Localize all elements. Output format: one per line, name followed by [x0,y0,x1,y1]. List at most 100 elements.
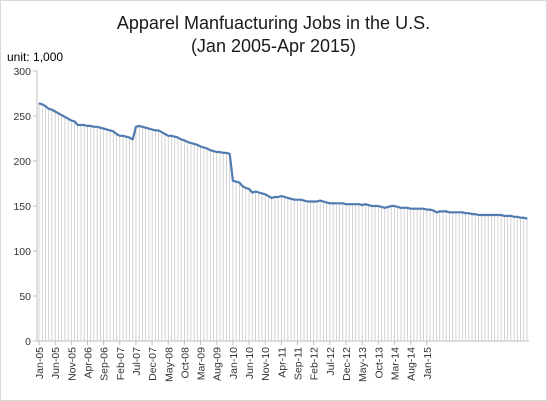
data-point [115,133,118,135]
data-point [261,192,263,194]
data-point [464,212,467,214]
y-axis-ticks: 0 50 100 150 200 250 300 [13,66,37,348]
data-point [519,217,522,219]
data-point [471,213,473,215]
chart-subtitle: (Jan 2005-Apr 2015) [190,36,357,56]
data-point [138,125,140,127]
data-point [380,206,383,208]
data-point [141,126,144,128]
data-point [364,203,367,205]
data-point [329,202,331,204]
data-point [132,138,134,140]
data-point [96,126,98,128]
data-point [481,214,483,216]
data-point [93,126,95,128]
data-point [38,102,40,104]
x-tick-label: Feb-12 [309,347,321,380]
data-point [177,137,179,139]
data-point [439,210,441,212]
data-point [377,205,379,207]
data-point [319,200,321,202]
x-tick-label: May-08 [163,347,175,382]
x-tick-label: Sep-11 [293,347,305,380]
data-point [135,126,137,128]
data-point [303,200,305,202]
data-point [232,180,234,182]
data-point [251,191,253,194]
data-point [484,214,486,216]
data-points [38,102,528,220]
data-point [83,124,85,126]
data-point [416,208,418,210]
data-point [67,118,69,120]
x-tick-label: Jul-07 [131,347,143,376]
data-point [103,128,105,130]
data-point [242,185,244,187]
data-point [99,127,102,129]
x-tick-label: Jan-10 [228,347,240,379]
data-point [296,199,299,201]
data-point [193,143,195,145]
data-point [164,133,166,135]
x-tick-label: Jan-15 [422,347,434,379]
data-point [258,191,260,194]
x-tick-label: Nov-05 [66,347,78,381]
data-point [254,191,257,193]
data-point [497,214,499,216]
data-point [494,214,496,216]
data-point [335,202,337,204]
data-point [393,205,396,207]
data-point [403,207,405,209]
x-tick-label: Jun-10 [244,347,256,379]
x-tick-label: Jul-12 [325,347,337,376]
data-point [523,217,525,219]
data-point [419,208,421,210]
data-point [106,128,108,131]
data-point [455,211,457,213]
data-point [48,108,50,110]
unit-label: unit: 1,000 [7,50,64,64]
y-tick-label: 250 [13,111,31,123]
data-point [410,208,412,210]
data-point [309,200,312,203]
drop-lines [38,103,528,341]
axes [36,71,529,342]
data-point [503,215,505,217]
data-point [400,207,402,209]
data-point [316,200,318,203]
data-point [73,120,76,122]
data-point [183,139,186,141]
data-point [122,135,124,137]
data-point [229,153,231,155]
data-point [238,182,240,184]
data-point [70,119,72,122]
data-point [77,124,79,126]
data-point [41,103,43,105]
data-point [235,181,237,183]
x-tick-label: Mar-14 [389,347,401,380]
data-point [313,200,315,203]
data-point [458,211,460,213]
data-point [355,203,357,205]
data-point [280,195,282,197]
data-point [64,116,66,118]
data-point [109,129,111,131]
data-point [474,213,476,215]
data-point [468,212,470,214]
data-point [426,209,428,211]
data-point [187,141,189,143]
data-point [384,207,386,209]
data-point [290,198,292,200]
data-point [157,129,160,131]
data-point [80,124,82,126]
x-tick-label: Nov-10 [260,347,272,381]
data-point [342,202,344,204]
data-point [293,199,295,201]
x-tick-label: Feb-07 [115,347,127,380]
data-point [432,209,434,212]
chart-title: Apparel Manfuacturing Jobs in the U.S. [116,13,431,33]
x-tick-label: Oct-08 [179,347,191,379]
data-point [516,216,518,218]
data-point [500,214,502,216]
